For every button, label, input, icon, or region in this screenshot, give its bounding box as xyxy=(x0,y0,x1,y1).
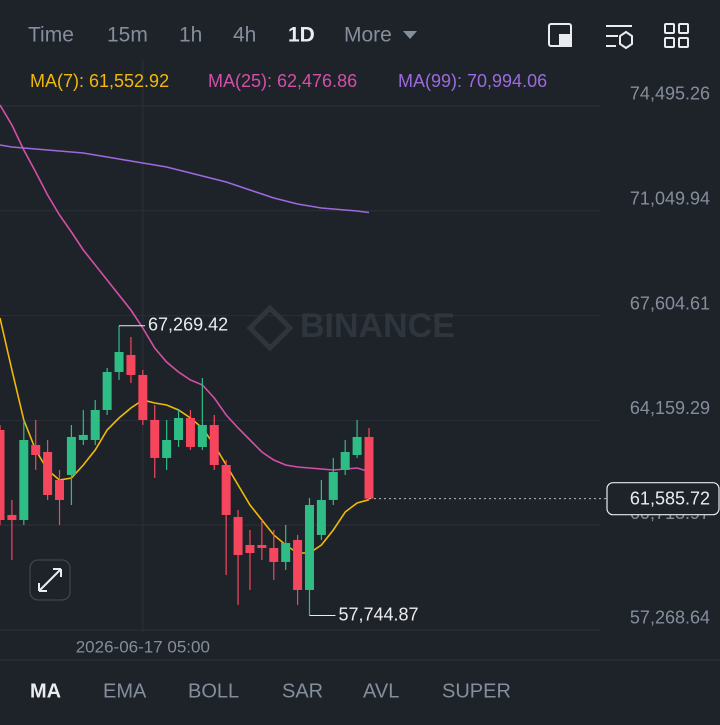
candle-body xyxy=(245,544,255,553)
indicator-tab[interactable]: BOLL xyxy=(188,680,239,702)
toolbar-icons xyxy=(548,23,689,50)
timeframe-tab[interactable]: Time xyxy=(28,24,74,47)
candle-body xyxy=(55,479,65,500)
candle-body xyxy=(138,374,148,420)
candle-body xyxy=(221,464,231,515)
ma-line xyxy=(0,104,370,473)
candle-body xyxy=(7,514,17,520)
candle-body xyxy=(257,544,267,548)
candle-body xyxy=(304,504,314,590)
candle-body xyxy=(281,542,291,562)
candle-body xyxy=(43,451,53,495)
label-layer: Time 15m 1h 4h 1D More MA EMA BOLL SAR AVL SUPER MA(… xyxy=(28,24,720,702)
indicator-tab[interactable]: EMA xyxy=(103,680,147,702)
icon-fullscreen-inner xyxy=(559,34,572,47)
indicator-tab[interactable]: AVL xyxy=(363,680,399,702)
timeframe-tab[interactable]: 15m xyxy=(107,24,148,47)
timeframe-tab[interactable]: More xyxy=(344,24,392,47)
candle-body xyxy=(352,436,362,455)
watermark: BINANCE xyxy=(300,307,455,345)
icon-grid[interactable] xyxy=(664,23,675,34)
candle-body xyxy=(162,439,172,458)
candle-body xyxy=(126,354,136,375)
icon-settings-hex xyxy=(619,30,633,50)
candle-body xyxy=(197,424,207,447)
ma-line xyxy=(0,144,370,214)
indicator-tab[interactable]: SAR xyxy=(282,680,323,702)
expand-icon xyxy=(38,568,62,592)
candle-body xyxy=(293,539,303,590)
timeframe-tab[interactable]: 1D xyxy=(288,24,315,47)
icon-grid xyxy=(678,37,689,48)
candle-body xyxy=(0,429,5,520)
candle-body xyxy=(90,409,100,440)
candle-body xyxy=(328,471,338,500)
last-price-box xyxy=(606,482,720,516)
watermark-layer: BINANCE xyxy=(246,304,455,352)
candle-body xyxy=(19,439,29,520)
candle-layer xyxy=(0,325,374,616)
candle-body xyxy=(209,424,219,465)
watermark-logo xyxy=(246,304,294,352)
candle-body xyxy=(66,436,76,475)
candle-body xyxy=(185,417,195,447)
expand-button[interactable] xyxy=(29,559,71,601)
extreme-label: 67,269.42 xyxy=(148,315,228,335)
y-tick-label: 71,049.94 xyxy=(630,189,710,209)
timeframe-tab[interactable]: 4h xyxy=(233,24,256,47)
indicator-tab[interactable]: SUPER xyxy=(442,680,511,702)
y-tick-label: 57,268.64 xyxy=(630,608,710,628)
candle-body xyxy=(78,434,88,440)
icon-grid xyxy=(678,23,689,34)
icon-grid xyxy=(664,37,675,48)
candle-body xyxy=(114,351,124,372)
grid-layer xyxy=(0,60,600,632)
candle-body xyxy=(31,444,41,455)
date-label: 2026-06-17 05:00 xyxy=(76,637,210,656)
extreme-label: 57,744.87 xyxy=(338,604,418,624)
more-caret xyxy=(403,31,417,39)
candle-body xyxy=(102,371,112,410)
indicator-tab[interactable]: MA xyxy=(30,680,61,702)
last-price-label: 61,585.72 xyxy=(630,488,710,508)
candle-body xyxy=(233,516,243,555)
candle-body xyxy=(316,499,326,535)
timeframe-tab[interactable]: 1h xyxy=(179,24,202,47)
candle-body xyxy=(174,417,184,440)
candle-body xyxy=(150,419,160,458)
candle-body xyxy=(269,547,279,562)
ma-legend: MA(25): 62,476.86 xyxy=(208,71,357,91)
candle-body xyxy=(340,451,350,470)
ma-legend: MA(99): 70,994.06 xyxy=(398,71,547,91)
y-tick-label: 64,159.29 xyxy=(630,398,710,418)
ma-legend: MA(7): 61,552.92 xyxy=(30,71,169,91)
y-tick-label: 74,495.26 xyxy=(630,84,710,104)
y-tick-label: 67,604.61 xyxy=(630,293,710,313)
candle-body xyxy=(364,436,374,499)
